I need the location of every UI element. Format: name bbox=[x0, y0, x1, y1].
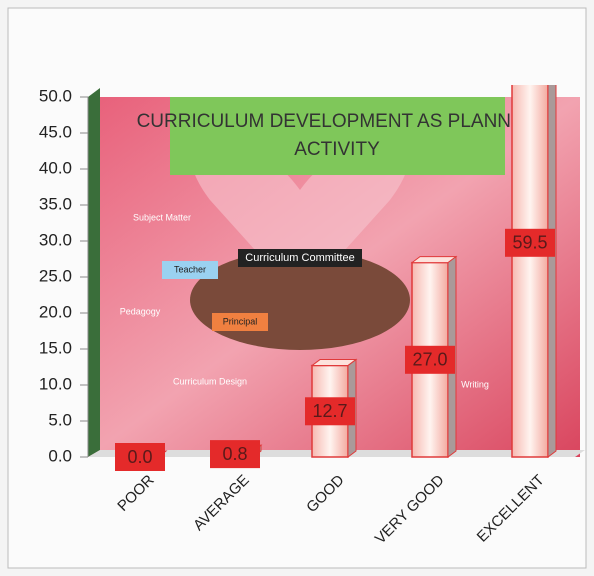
annotation-box bbox=[238, 249, 362, 267]
annotation: Pedagogy bbox=[120, 306, 161, 316]
y-tick-label: 30.0 bbox=[39, 230, 72, 249]
y-tick-label: 0.0 bbox=[48, 446, 72, 465]
value-label: 0.8 bbox=[222, 444, 247, 464]
y-tick-label: 25.0 bbox=[39, 266, 72, 285]
side-wall bbox=[88, 88, 100, 457]
y-tick-label: 50.0 bbox=[39, 86, 72, 105]
annotation: Subject Matter bbox=[133, 212, 191, 222]
annotation: Teacher bbox=[174, 264, 206, 274]
annotation: Writing bbox=[461, 379, 489, 389]
annotations: Curriculum Committee Subject Matter Teache… bbox=[120, 212, 489, 389]
value-label: 12.7 bbox=[312, 401, 347, 421]
value-label-box bbox=[305, 397, 355, 426]
chart-title: CURRICULUM DEVELOPMENT AS PLANNED ACTIVIT… bbox=[137, 111, 538, 160]
y-tick-label: 35.0 bbox=[39, 194, 72, 213]
annotation-box bbox=[212, 313, 268, 331]
annotation-box bbox=[162, 261, 218, 279]
title-box bbox=[170, 97, 505, 175]
value-label-box bbox=[210, 440, 260, 469]
value-label-box bbox=[115, 443, 165, 471]
annotation: Curriculum Committee bbox=[245, 252, 354, 264]
value-label: 59.5 bbox=[512, 233, 547, 253]
heart bbox=[191, 138, 409, 300]
value-label-box bbox=[505, 228, 555, 257]
y-tick-label: 45.0 bbox=[39, 122, 72, 141]
y-tick-label: 10.0 bbox=[39, 374, 72, 393]
value-label-box bbox=[405, 345, 455, 374]
annotation: Principal bbox=[223, 316, 258, 326]
y-tick-label: 5.0 bbox=[48, 410, 72, 429]
y-tick-label: 40.0 bbox=[39, 158, 72, 177]
value-label: 0.0 bbox=[127, 447, 152, 467]
annotation: Curriculum Design bbox=[173, 376, 247, 386]
y-tick-label: 20.0 bbox=[39, 302, 72, 321]
bar-side bbox=[547, 85, 557, 458]
value-label: 27.0 bbox=[412, 350, 447, 370]
y-tick-label: 15.0 bbox=[39, 338, 72, 357]
